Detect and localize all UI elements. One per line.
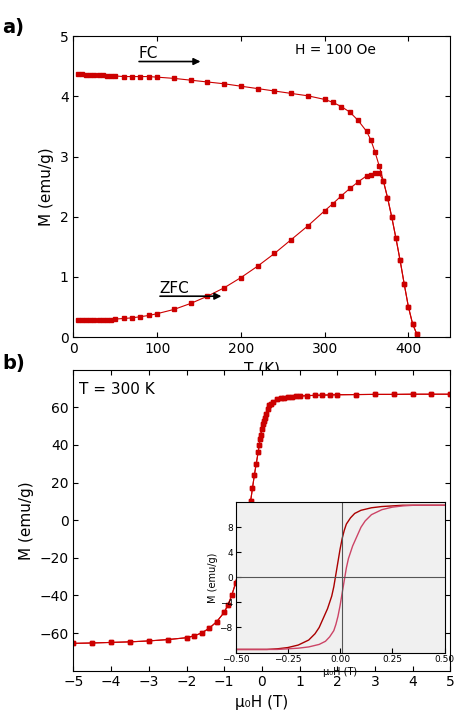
Text: ZFC: ZFC xyxy=(160,281,190,296)
X-axis label: μ₀H (T): μ₀H (T) xyxy=(235,695,289,710)
Text: b): b) xyxy=(2,354,25,373)
Text: FC: FC xyxy=(139,46,158,61)
X-axis label: T (K): T (K) xyxy=(244,362,280,376)
Text: T = 300 K: T = 300 K xyxy=(79,382,155,397)
Y-axis label: M (emu/g): M (emu/g) xyxy=(39,147,54,226)
Y-axis label: M (emu/g): M (emu/g) xyxy=(19,481,34,560)
Text: a): a) xyxy=(2,18,24,37)
Text: H = 100 Oe: H = 100 Oe xyxy=(295,44,376,57)
